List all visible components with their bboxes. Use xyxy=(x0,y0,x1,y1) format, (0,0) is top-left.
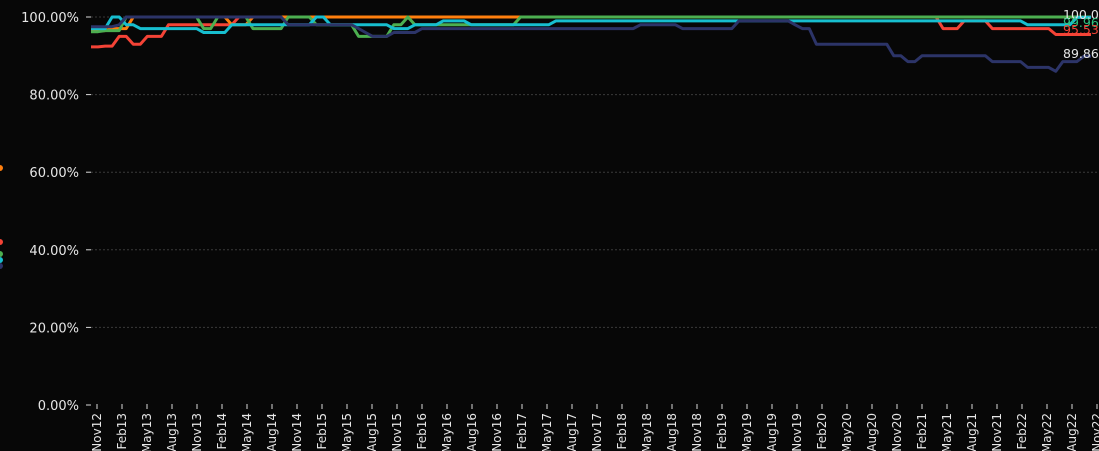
x-tick-label: May22 xyxy=(1040,413,1054,451)
x-tick-label: Nov16 xyxy=(490,413,504,451)
x-tick-label: Feb13 xyxy=(115,413,129,450)
x-tick-label: May19 xyxy=(740,413,754,451)
legend-markers xyxy=(0,165,3,269)
y-tick-label: 80.00% xyxy=(29,89,79,104)
x-tick-label: Feb22 xyxy=(1015,413,1029,450)
gridlines xyxy=(91,16,1099,328)
legend-marker xyxy=(0,263,3,269)
x-tick-label: Feb20 xyxy=(815,413,829,450)
x-tick-label: May14 xyxy=(240,413,254,451)
x-tick-label: May21 xyxy=(940,413,954,451)
series-lines xyxy=(91,15,1091,73)
x-tick-label: Feb18 xyxy=(615,413,629,450)
x-tick-label: Nov21 xyxy=(990,413,1004,451)
end-value-label: 95.53 xyxy=(1063,22,1099,37)
x-tick-label: Nov12 xyxy=(90,413,104,451)
end-value-label: 89.86 xyxy=(1063,46,1099,61)
x-tick-label: Feb21 xyxy=(915,413,929,450)
x-tick-label: Nov13 xyxy=(190,413,204,451)
series-line-3 xyxy=(91,15,1091,38)
series-line-4 xyxy=(91,15,1091,34)
x-tick-label: Aug14 xyxy=(265,413,279,451)
x-tick-label: Feb16 xyxy=(415,413,429,450)
x-tick-label: Feb14 xyxy=(215,413,229,450)
x-tick-label: May13 xyxy=(140,413,154,451)
legend-marker xyxy=(0,251,3,257)
y-tick-label: 60.00% xyxy=(29,166,79,181)
x-tick-label: Nov19 xyxy=(790,413,804,451)
x-tick-label: May15 xyxy=(340,413,354,451)
legend-marker xyxy=(0,165,3,171)
x-tick-label: Aug19 xyxy=(765,413,779,451)
y-axis: 0.00% 20.00% 40.00% 60.00% 80.00% 100.00% xyxy=(21,11,91,414)
x-tick-label: Aug20 xyxy=(865,413,879,451)
x-tick-label: Nov14 xyxy=(290,413,304,451)
x-tick-label: Aug16 xyxy=(465,413,479,451)
series-line-5 xyxy=(91,15,1091,73)
x-tick-label: May17 xyxy=(540,413,554,451)
x-tick-label: Feb15 xyxy=(315,413,329,450)
legend-marker xyxy=(0,239,3,245)
x-tick-label: Nov15 xyxy=(390,413,404,451)
end-value-label: 99.96 xyxy=(1063,15,1099,30)
x-tick-label: Aug22 xyxy=(1065,413,1079,451)
x-tick-label: Nov20 xyxy=(890,413,904,451)
x-tick-label: Nov18 xyxy=(690,413,704,451)
x-tick-label: Aug18 xyxy=(665,413,679,451)
y-tick-label: 40.00% xyxy=(29,244,79,259)
x-tick-label: Aug17 xyxy=(565,413,579,451)
x-axis: Nov12 Feb13 May13 Aug13 Nov13 Feb14 May14 Aug14… xyxy=(90,404,1099,451)
y-tick-label: 100.00% xyxy=(21,11,79,26)
x-tick-label: Nov17 xyxy=(590,413,604,451)
legend-marker xyxy=(0,257,3,263)
x-tick-label: May18 xyxy=(640,413,654,451)
x-tick-label: Aug13 xyxy=(165,413,179,451)
x-tick-label: May20 xyxy=(840,413,854,451)
x-tick-label: Aug15 xyxy=(365,413,379,451)
x-tick-label: Nov22 xyxy=(1090,413,1099,451)
x-tick-label: Feb19 xyxy=(715,413,729,450)
end-value-label: 100.00 xyxy=(1063,7,1099,22)
y-tick-label: 20.00% xyxy=(29,321,79,336)
x-tick-label: Feb17 xyxy=(515,413,529,450)
y-tick-label: 0.00% xyxy=(38,399,79,414)
x-tick-label: Aug21 xyxy=(965,413,979,451)
x-tick-label: May16 xyxy=(440,413,454,451)
